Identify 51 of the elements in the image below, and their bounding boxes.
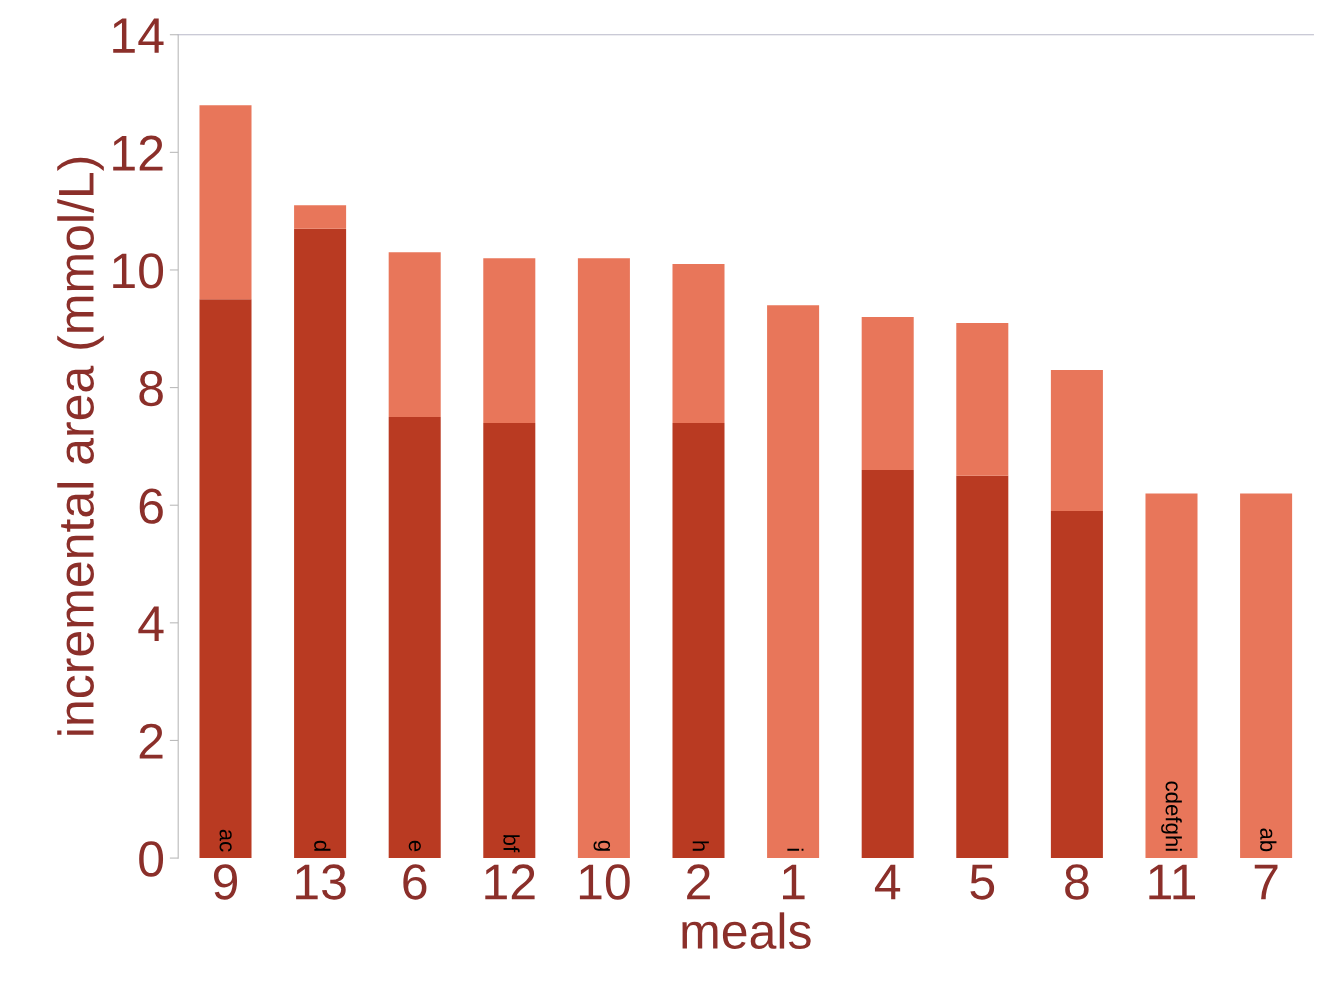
- x-tick-label: 6: [403, 864, 427, 900]
- y-tick-label: 6: [139, 488, 163, 524]
- y-tick-label: 2: [139, 723, 163, 759]
- y-tick-label: 4: [138, 606, 164, 641]
- x-tick-label: 1: [783, 864, 805, 900]
- bar: [1050, 369, 1103, 512]
- x-tick-label: 8: [1065, 864, 1089, 900]
- bar: [388, 252, 441, 417]
- y-tick-label: 8: [139, 370, 163, 407]
- y-tick-label: 12: [113, 135, 163, 171]
- bar: [956, 322, 1009, 476]
- x-tick-label: 9: [213, 864, 238, 900]
- bar: [672, 422, 725, 859]
- data-label: i: [787, 848, 804, 851]
- data-label: bf: [503, 835, 520, 853]
- bar: [199, 105, 252, 300]
- bar: [1240, 493, 1293, 859]
- bar: [861, 469, 914, 859]
- bar: [1050, 511, 1103, 859]
- bar: [199, 299, 252, 859]
- bar: [483, 258, 536, 423]
- bar: [767, 305, 820, 859]
- bar: [1145, 493, 1198, 859]
- data-label: h: [692, 841, 709, 851]
- data-label: d: [314, 840, 331, 851]
- x-tick-label: 2: [687, 864, 710, 900]
- y-tick-label: 10: [113, 253, 164, 289]
- bar: [294, 228, 347, 859]
- x-axis-title: meals: [682, 912, 811, 950]
- data-label: cdefghi: [1161, 781, 1182, 851]
- y-tick-label: 14: [113, 18, 164, 53]
- data-label: ab: [1260, 828, 1277, 852]
- bar: [483, 422, 536, 859]
- bar: [294, 205, 347, 229]
- x-tick-label: 11: [1149, 864, 1196, 900]
- x-tick-label: 7: [1254, 864, 1278, 900]
- x-tick-label: 10: [579, 864, 630, 900]
- y-axis-title: incremental area (mmol/L): [57, 157, 104, 735]
- bar: [388, 416, 441, 859]
- data-label: g: [593, 840, 611, 851]
- x-tick-label: 12: [485, 864, 535, 900]
- y-tick-label: 0: [139, 841, 164, 877]
- bar: [861, 317, 914, 470]
- bar: [577, 258, 630, 859]
- x-tick-label: 4: [874, 864, 901, 900]
- data-label: ac: [219, 829, 232, 852]
- x-tick-label: 13: [296, 864, 346, 900]
- x-tick-label: 5: [970, 864, 995, 900]
- data-label: e: [408, 840, 421, 852]
- bar: [956, 475, 1009, 859]
- bar: [672, 264, 725, 423]
